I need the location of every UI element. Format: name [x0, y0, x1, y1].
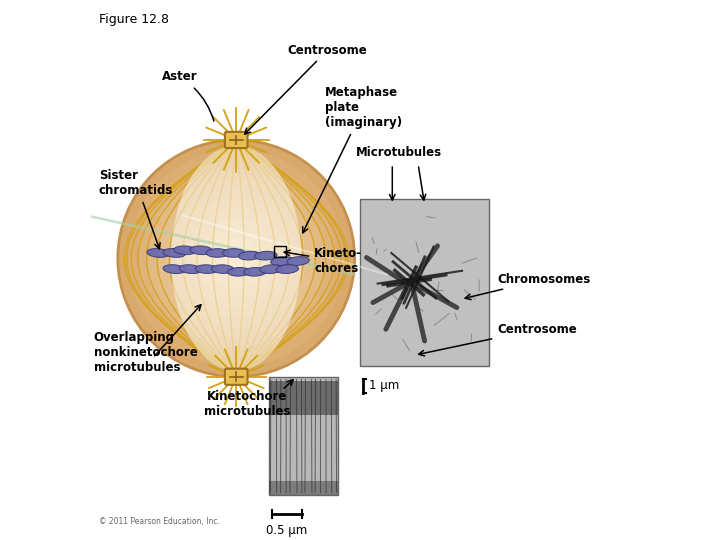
Ellipse shape — [276, 265, 299, 273]
Ellipse shape — [157, 179, 315, 338]
Ellipse shape — [212, 265, 234, 273]
Text: Centrosome: Centrosome — [245, 44, 368, 134]
Bar — [269, 481, 338, 495]
Ellipse shape — [260, 265, 282, 273]
Ellipse shape — [190, 246, 212, 255]
Ellipse shape — [167, 190, 305, 327]
Bar — [274, 246, 286, 256]
Ellipse shape — [177, 199, 295, 318]
Ellipse shape — [179, 265, 202, 274]
Ellipse shape — [174, 246, 197, 255]
Text: 0.5 μm: 0.5 μm — [266, 524, 307, 537]
Ellipse shape — [217, 239, 256, 278]
Text: Metaphase
plate
(imaginary): Metaphase plate (imaginary) — [302, 86, 402, 233]
Ellipse shape — [127, 150, 345, 367]
Ellipse shape — [187, 209, 286, 308]
Ellipse shape — [118, 140, 355, 377]
Text: Chromosomes: Chromosomes — [465, 273, 590, 300]
Ellipse shape — [195, 265, 218, 273]
Text: Overlapping
nonkinetochore
microtubules: Overlapping nonkinetochore microtubules — [94, 331, 197, 374]
Ellipse shape — [163, 265, 186, 274]
Text: 1 μm: 1 μm — [369, 380, 400, 393]
Bar — [269, 377, 338, 495]
Ellipse shape — [197, 219, 276, 298]
Ellipse shape — [228, 267, 250, 276]
Ellipse shape — [206, 248, 229, 257]
Text: Microtubules: Microtubules — [356, 146, 442, 159]
Bar — [360, 199, 489, 366]
Ellipse shape — [163, 248, 186, 258]
Ellipse shape — [271, 256, 293, 266]
Ellipse shape — [226, 248, 246, 268]
Ellipse shape — [207, 229, 266, 288]
Text: Centrosome: Centrosome — [418, 323, 577, 356]
Text: Kineto-
chores: Kineto- chores — [284, 247, 362, 275]
Ellipse shape — [138, 160, 335, 357]
Ellipse shape — [244, 267, 266, 276]
Text: Figure 12.8: Figure 12.8 — [99, 14, 169, 26]
FancyBboxPatch shape — [225, 132, 248, 148]
Ellipse shape — [238, 251, 261, 260]
Ellipse shape — [287, 256, 310, 266]
Text: Kinetochore
microtubules: Kinetochore microtubules — [204, 390, 290, 418]
Text: © 2011 Pearson Education, Inc.: © 2011 Pearson Education, Inc. — [99, 517, 220, 526]
Ellipse shape — [148, 170, 325, 347]
Ellipse shape — [171, 146, 302, 371]
Ellipse shape — [147, 248, 169, 258]
Text: Sister
chromatids: Sister chromatids — [99, 169, 174, 249]
Bar — [269, 381, 338, 415]
FancyBboxPatch shape — [225, 369, 248, 385]
Ellipse shape — [222, 248, 245, 257]
Ellipse shape — [255, 251, 277, 260]
Text: Aster: Aster — [162, 70, 214, 121]
